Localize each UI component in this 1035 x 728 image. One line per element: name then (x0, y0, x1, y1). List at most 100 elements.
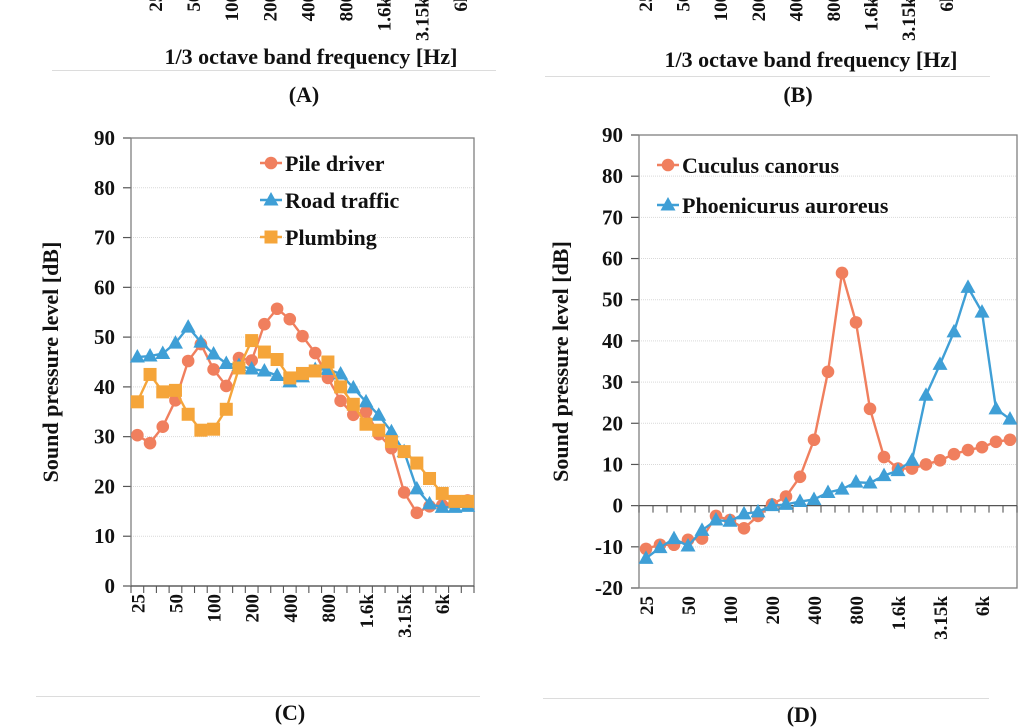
x-tick-label: 3.15k (931, 596, 952, 640)
data-point (694, 522, 710, 536)
data-point (143, 436, 157, 450)
y-tick-label: 0 (613, 494, 624, 518)
panel-border-bottom-c (36, 696, 480, 697)
x-tick-label: 1.6k (862, 0, 883, 31)
series-line (645, 272, 1011, 551)
data-point (835, 266, 849, 280)
legend-label: Phoenicurus auroreus (682, 193, 889, 218)
data-point (448, 494, 462, 508)
data-point (834, 481, 850, 495)
data-point (820, 484, 836, 498)
data-point (168, 383, 182, 397)
data-point (256, 362, 272, 377)
data-point (359, 405, 373, 419)
data-point (422, 495, 438, 510)
x-tick-label: 6k (433, 594, 454, 615)
data-point (167, 335, 183, 349)
data-point (345, 379, 361, 394)
data-point (358, 393, 374, 408)
x-tick-label: 800 (319, 594, 340, 623)
plot-frame (638, 134, 1018, 589)
data-point (334, 394, 347, 408)
x-tick-label: 25 (636, 0, 657, 12)
x-tick-label: 800 (824, 0, 845, 21)
data-point (232, 361, 246, 375)
data-point (807, 433, 821, 447)
x-tick-label: 400 (298, 0, 319, 21)
data-point (308, 346, 322, 360)
data-point (849, 316, 863, 329)
data-point (308, 364, 322, 378)
data-point (736, 505, 752, 520)
x-tick-label: 3.15k (899, 0, 920, 41)
data-point (269, 367, 285, 381)
data-point (206, 346, 222, 360)
data-point (397, 445, 411, 459)
y-tick-label: 50 (602, 288, 623, 312)
x-tick-label: 100 (711, 0, 732, 21)
y-tick-label: 80 (602, 164, 623, 188)
data-point (435, 486, 449, 500)
y-tick-label: 40 (602, 329, 623, 353)
data-point (283, 312, 297, 326)
data-point (639, 542, 653, 556)
data-point (296, 329, 309, 343)
x-tick-label: 400 (805, 596, 826, 625)
data-point (434, 499, 450, 513)
data-point (792, 493, 808, 508)
legend-marker (264, 230, 278, 244)
data-point (181, 354, 195, 368)
data-point (974, 304, 990, 318)
data-point (194, 423, 208, 437)
caption-a: (A) (288, 82, 320, 107)
x-tick-label: 3.15k (395, 594, 416, 638)
y-tick-label: 90 (94, 126, 115, 150)
legend-marker (661, 158, 675, 172)
x-tick-label: 6k (451, 0, 472, 12)
x-tick-label: 25 (146, 0, 167, 12)
data-point (180, 319, 196, 333)
data-point (848, 474, 864, 488)
x-tick-label: 200 (749, 0, 770, 21)
data-point (245, 334, 259, 348)
data-point (207, 363, 220, 376)
legend-marker (263, 192, 279, 206)
caption-c: (C) (274, 700, 306, 725)
panel-border-bottom-b (545, 76, 990, 77)
data-point (283, 371, 297, 385)
data-point (410, 506, 424, 520)
data-point (334, 380, 348, 394)
x-tick-label: 6k (937, 0, 958, 12)
data-point (296, 366, 309, 380)
data-point (359, 417, 373, 431)
y-tick-label: 20 (94, 474, 115, 498)
x-tick-label: 100 (222, 0, 243, 21)
x-tick-label: 25 (128, 594, 149, 613)
x-tick-label: 100 (205, 594, 226, 623)
data-point (131, 428, 144, 442)
data-point (680, 537, 696, 552)
data-point (862, 474, 878, 489)
data-point (1002, 411, 1018, 425)
data-point (245, 354, 258, 367)
data-point (793, 470, 807, 484)
y-tick-label: 40 (94, 375, 115, 399)
data-point (947, 447, 961, 461)
y-tick-label: 60 (602, 247, 623, 271)
data-point (919, 458, 933, 471)
legend-entry: Road traffic (260, 188, 399, 213)
data-point (143, 367, 157, 381)
y-tick-label: 20 (602, 411, 623, 435)
data-point (778, 496, 794, 510)
data-point (737, 521, 751, 535)
x-tick-label: 800 (847, 596, 868, 625)
legend-entry: Plumbing (260, 225, 377, 250)
x-tick-label: 1.6k (375, 0, 396, 31)
legend-entry: Pile driver (260, 151, 385, 176)
data-point (219, 402, 233, 416)
data-point (181, 407, 195, 421)
legend-label: Road traffic (285, 188, 399, 213)
legend-label: Cuculus canorus (682, 153, 840, 178)
legend-marker (264, 156, 278, 170)
y-tick-label: 50 (94, 325, 115, 349)
